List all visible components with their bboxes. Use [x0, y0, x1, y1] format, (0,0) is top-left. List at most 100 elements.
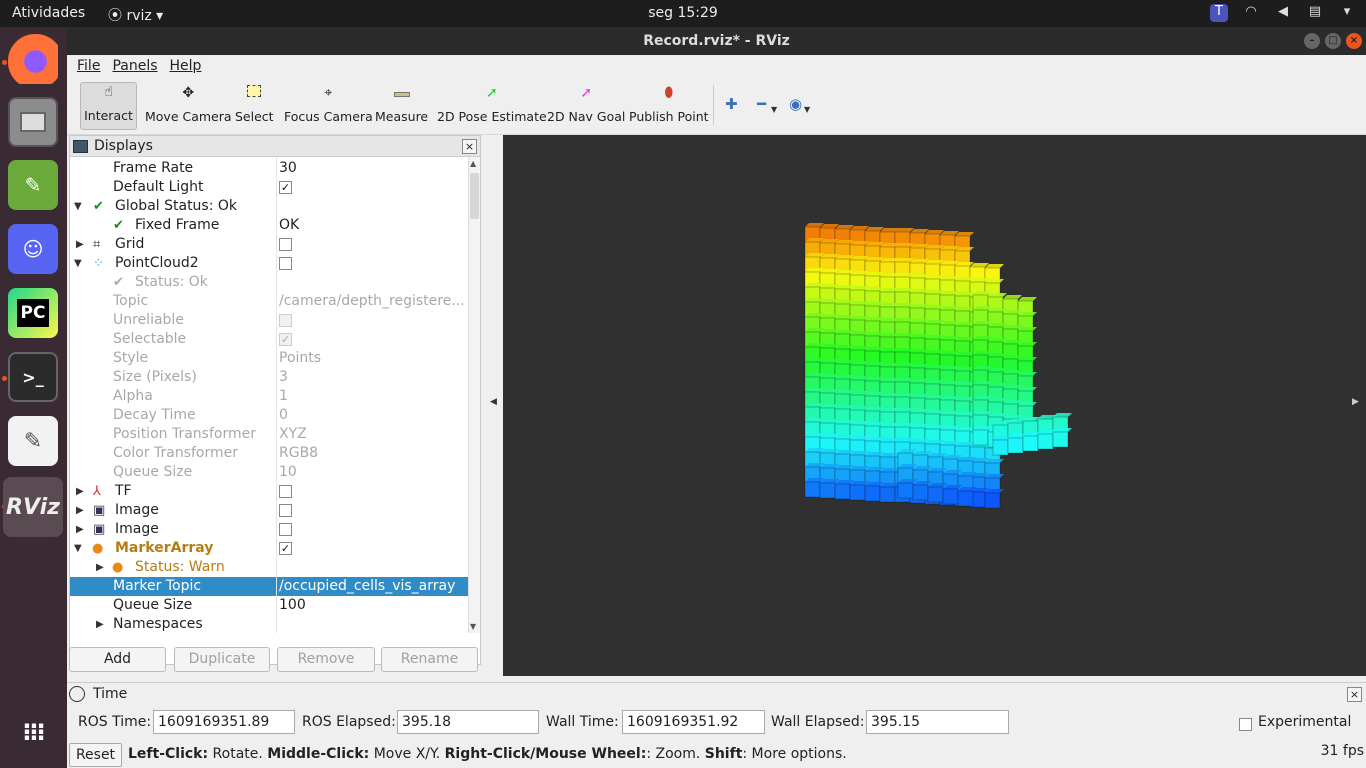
tree-row-marker-topic[interactable]: Marker Topic/occupied_cells_vis_array — [70, 577, 468, 596]
ros-elapsed-field[interactable]: 395.18 — [397, 710, 539, 734]
3d-viewport[interactable] — [503, 135, 1366, 676]
text-editor-icon[interactable]: ✎ — [8, 416, 58, 466]
row-value[interactable]: Points — [279, 350, 322, 366]
move-camera-tool[interactable]: ✥ Move Camera — [139, 82, 238, 130]
row-value[interactable]: RGB8 — [279, 445, 319, 461]
tree-row-image[interactable]: ▶ ▣ Image — [70, 520, 468, 539]
expand-right-icon[interactable]: ▶ — [76, 486, 84, 497]
menu-help[interactable]: Help — [169, 58, 202, 74]
firefox-icon[interactable] — [8, 34, 58, 84]
scrollbar-thumb[interactable] — [470, 173, 479, 219]
checkbox[interactable]: ✓ — [279, 333, 292, 346]
expand-right-icon[interactable]: ▶ — [96, 619, 104, 630]
clock[interactable]: seg 15:29 — [648, 5, 718, 21]
tree-row-position-transformer[interactable]: Position Transformer XYZ — [70, 425, 468, 444]
system-tray[interactable]: T ◠ ◀ ▤ ▾ — [1210, 4, 1356, 22]
maximize-icon[interactable]: □ — [1325, 33, 1341, 49]
measure-tool[interactable]: Measure — [369, 82, 434, 130]
discord-icon[interactable]: ☺ — [8, 224, 58, 274]
row-value[interactable]: 0 — [279, 407, 288, 423]
interact-tool[interactable]: ☝ Interact — [80, 82, 137, 130]
nav-goal-tool[interactable]: ➚ 2D Nav Goal — [541, 82, 631, 130]
scroll-up-icon[interactable]: ▲ — [470, 159, 477, 168]
row-value[interactable]: /camera/depth_registere... — [279, 293, 465, 309]
checkbox[interactable]: ✓ — [279, 542, 292, 555]
tree-row-pc-status[interactable]: ✔ Status: Ok — [70, 273, 468, 292]
terminal-icon[interactable]: >_ — [8, 352, 58, 402]
add-tool-icon[interactable]: ✚ — [725, 95, 738, 113]
close-icon[interactable]: × — [1346, 33, 1362, 49]
tree-row-queue-size[interactable]: Queue Size 100 — [70, 596, 468, 615]
row-value[interactable]: 3 — [279, 369, 288, 385]
tree-row-size[interactable]: Size (Pixels) 3 — [70, 368, 468, 387]
eye-icon[interactable]: ◉ — [789, 95, 803, 113]
select-tool[interactable]: Select — [229, 82, 280, 130]
tree-row-marker-array[interactable]: ▼ ● MarkerArray ✓ — [70, 539, 468, 558]
expand-right-icon[interactable]: ▶ — [76, 524, 84, 535]
checkbox[interactable] — [279, 504, 292, 517]
focus-camera-tool[interactable]: ⌖ Focus Camera — [278, 82, 379, 130]
checkbox[interactable] — [279, 523, 292, 536]
duplicate-button[interactable]: Duplicate — [174, 647, 270, 672]
wall-elapsed-field[interactable]: 395.15 — [866, 710, 1009, 734]
checkbox[interactable] — [279, 238, 292, 251]
tree-row-topic[interactable]: Topic/camera/depth_registere... — [70, 292, 468, 311]
expand-down-icon[interactable]: ▼ — [74, 201, 82, 212]
tree-row-selectable[interactable]: Selectable ✓ — [70, 330, 468, 349]
close-icon[interactable]: × — [1347, 686, 1362, 702]
row-value[interactable]: 100 — [279, 597, 306, 613]
activities-button[interactable]: Atividades — [12, 5, 86, 21]
row-value[interactable]: 30 — [279, 160, 297, 176]
tree-row-image[interactable]: ▶ ▣ Image — [70, 501, 468, 520]
tree-row-global-status[interactable]: ▼ ✔ Global Status: Ok — [70, 197, 468, 216]
minimize-icon[interactable]: – — [1304, 33, 1320, 49]
rename-button[interactable]: Rename — [381, 647, 478, 672]
row-value[interactable]: 1 — [279, 388, 288, 404]
vertical-scrollbar[interactable]: ▲ ▼ — [468, 157, 480, 633]
wifi-icon[interactable]: ◠ — [1245, 4, 1257, 19]
tool-dropdown-icon[interactable]: ▼ — [771, 105, 778, 114]
scroll-down-icon[interactable]: ▼ — [470, 622, 477, 631]
tree-row-decay-time[interactable]: Decay Time 0 — [70, 406, 468, 425]
view-dropdown-icon[interactable]: ▼ — [804, 105, 811, 114]
window-titlebar[interactable]: Record.rviz* - RViz – □ × — [67, 27, 1366, 55]
menu-panels[interactable]: Panels — [112, 58, 158, 74]
volume-icon[interactable]: ◀ — [1278, 4, 1288, 19]
row-value[interactable]: 10 — [279, 464, 297, 480]
remove-button[interactable]: Remove — [277, 647, 375, 672]
tree-row-default-light[interactable]: Default Light ✓ — [70, 178, 468, 197]
menu-file[interactable]: File — [77, 58, 101, 74]
close-icon[interactable]: × — [462, 138, 477, 154]
rviz-icon[interactable]: RViz — [3, 477, 63, 537]
remove-tool-icon[interactable]: ━ — [757, 95, 767, 113]
clipboard-icon[interactable]: ▤ — [1308, 4, 1322, 19]
experimental-checkbox[interactable] — [1239, 718, 1252, 731]
expand-right-icon[interactable]: ▶ — [76, 505, 84, 516]
row-value[interactable]: /occupied_cells_vis_array — [279, 578, 456, 594]
add-button[interactable]: Add — [69, 647, 166, 672]
tree-row-unreliable[interactable]: Unreliable — [70, 311, 468, 330]
tree-row-namespaces[interactable]: ▶ Namespaces — [70, 615, 468, 633]
collapse-left-icon[interactable]: ◀ — [490, 397, 497, 407]
expand-down-icon[interactable]: ▼ — [74, 543, 82, 554]
tree-row-ma-status[interactable]: ▶ ● Status: Warn — [70, 558, 468, 577]
tree-row-color-transformer[interactable]: Color Transformer RGB8 — [70, 444, 468, 463]
expand-right-icon[interactable]: ▶ — [76, 239, 84, 250]
tree-row-style[interactable]: Style Points — [70, 349, 468, 368]
app-menu[interactable]: ⦿ rviz ▾ — [108, 5, 163, 25]
publish-point-tool[interactable]: ⬮ Publish Point — [623, 82, 715, 130]
image-viewer-icon[interactable]: ✎ — [8, 160, 58, 210]
power-icon[interactable]: ▾ — [1343, 4, 1351, 19]
collapse-right-icon[interactable]: ▶ — [1352, 397, 1359, 407]
tree-row-grid[interactable]: ▶ ⌗ Grid — [70, 235, 468, 254]
expand-down-icon[interactable]: ▼ — [74, 258, 82, 269]
pose-estimate-tool[interactable]: ➚ 2D Pose Estimate — [431, 82, 553, 130]
wall-time-field[interactable]: 1609169351.92 — [622, 710, 765, 734]
tree-row-alpha[interactable]: Alpha 1 — [70, 387, 468, 406]
files-icon[interactable] — [8, 97, 58, 147]
row-value[interactable]: XYZ — [279, 426, 307, 442]
tree-row-fixed-frame[interactable]: ✔ Fixed Frame OK — [70, 216, 468, 235]
reset-button[interactable]: Reset — [69, 743, 122, 767]
ros-time-field[interactable]: 1609169351.89 — [153, 710, 295, 734]
tree-row-tf[interactable]: ▶ ⅄ TF — [70, 482, 468, 501]
